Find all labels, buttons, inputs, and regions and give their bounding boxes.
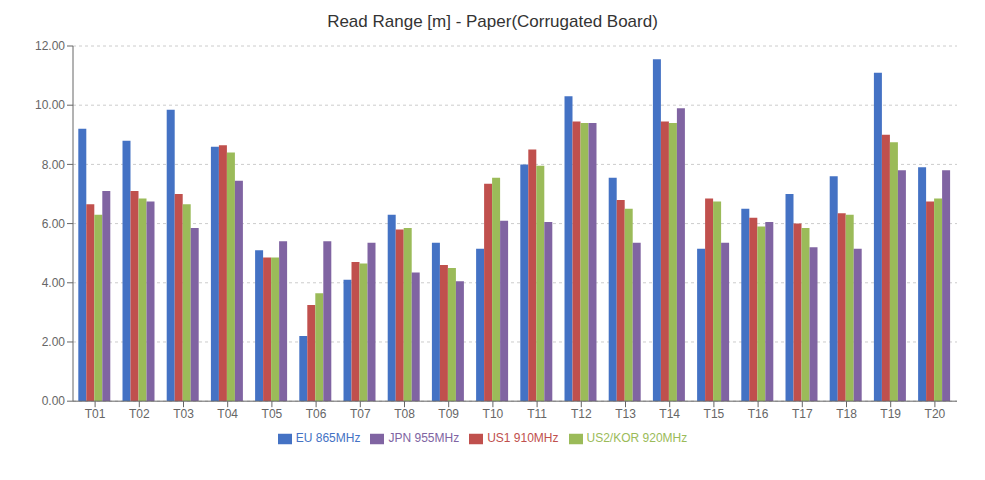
svg-text:T11: T11 [527, 407, 547, 421]
svg-text:T14: T14 [659, 407, 680, 421]
html-text:JPN 955MHz: JPN 955MHz [388, 431, 460, 446]
svg-text:T04: T04 [217, 407, 238, 421]
svg-text:T17: T17 [792, 407, 813, 421]
svg-text:T13: T13 [615, 407, 636, 421]
svg-text:T12: T12 [571, 407, 592, 421]
svg-text:T02: T02 [129, 407, 150, 421]
svg-text:T15: T15 [704, 407, 725, 421]
html-text:EU 865MHz: EU 865MHz [295, 431, 361, 446]
html-text:Read Range [m] - Paper(Corruga: Read Range [m] - Paper(Corrugated Board) [327, 12, 658, 31]
html-text:US2/KOR 920MHz: US2/KOR 920MHz [586, 431, 688, 446]
svg-text:T01: T01 [85, 407, 106, 421]
html-text:US1 910MHz: US1 910MHz [487, 431, 559, 446]
svg-text:T19: T19 [880, 407, 901, 421]
svg-text:T05: T05 [262, 407, 283, 421]
svg-text:T09: T09 [438, 407, 459, 421]
svg-text:T10: T10 [483, 407, 504, 421]
svg-text:T20: T20 [925, 407, 946, 421]
svg-text:T18: T18 [836, 407, 857, 421]
svg-text:6.00: 6.00 [42, 217, 66, 231]
svg-text:2.00: 2.00 [42, 335, 66, 349]
svg-text:T16: T16 [748, 407, 769, 421]
svg-text:12.00: 12.00 [35, 39, 65, 53]
svg-text:T07: T07 [350, 407, 371, 421]
svg-text:8.00: 8.00 [42, 158, 66, 172]
svg-text:4.00: 4.00 [42, 276, 66, 290]
svg-text:0.00: 0.00 [42, 394, 66, 408]
svg-text:10.00: 10.00 [35, 98, 65, 112]
svg-text:T06: T06 [306, 407, 327, 421]
svg-text:T03: T03 [173, 407, 194, 421]
svg-text:T08: T08 [394, 407, 415, 421]
